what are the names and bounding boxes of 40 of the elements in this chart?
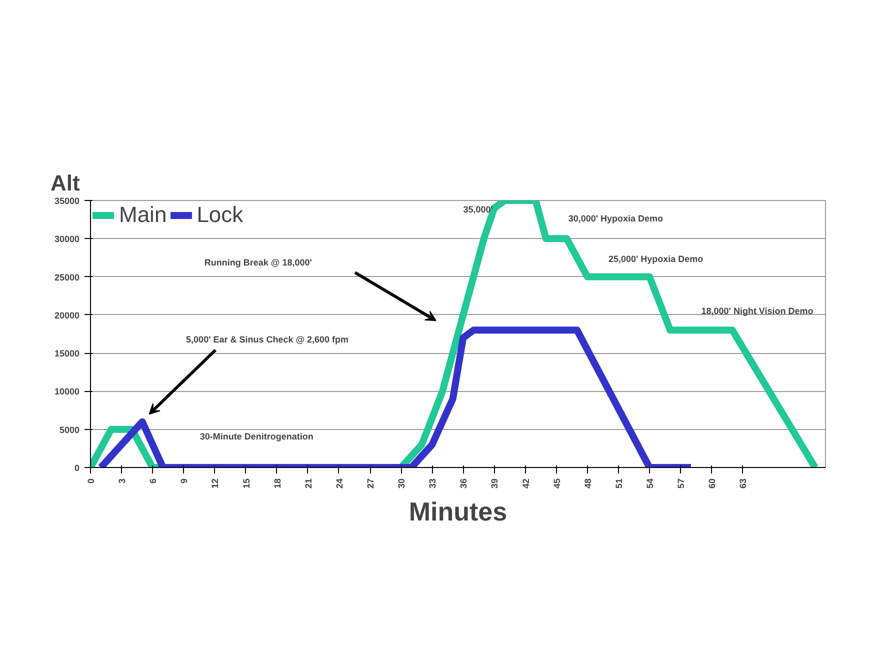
y-tick-label: 35000 <box>54 196 80 206</box>
x-tick-label: 45 <box>552 478 562 489</box>
x-tick-label: 6 <box>148 478 158 484</box>
annotation: 18,000' Night Vision Demo <box>701 306 814 316</box>
x-tick-label: 30 <box>396 478 407 489</box>
x-tick-label: 63 <box>738 478 748 489</box>
x-tick-label: 21 <box>303 478 314 489</box>
x-tick-label: 0 <box>86 478 96 484</box>
x-tick-label: 33 <box>428 478 438 489</box>
x-tick-label: 12 <box>210 478 220 489</box>
x-tick-label: 18 <box>272 478 282 489</box>
x-tick-label: 42 <box>520 478 531 489</box>
legend-label: Lock <box>196 202 244 228</box>
x-tick-label: 39 <box>490 478 500 489</box>
x-tick-label: 9 <box>179 478 190 484</box>
x-tick-label: 15 <box>241 478 252 489</box>
x-axis-title: Minutes <box>408 496 508 527</box>
y-tick-label: 10000 <box>54 386 80 397</box>
annotation: Running Break @ 18,000' <box>204 257 312 268</box>
annotation: 5,000' Ear & Sinus Check @ 2,600 fpm <box>186 334 349 345</box>
y-axis-title: Alt <box>50 170 80 196</box>
y-tick-label: 20000 <box>54 310 80 320</box>
annotation: 30-Minute Denitrogenation <box>200 432 314 442</box>
x-tick-label: 24 <box>334 478 344 489</box>
annotation: 25,000' Hypoxia Demo <box>608 254 704 264</box>
x-tick-label: 60 <box>707 478 718 489</box>
x-tick-label: 3 <box>117 478 128 484</box>
y-tick-label: 25000 <box>54 272 80 282</box>
y-tick-label: 0 <box>74 463 80 473</box>
x-tick-label: 48 <box>582 478 593 489</box>
x-tick-label: 57 <box>676 478 686 489</box>
y-tick-label: 30000 <box>54 234 80 244</box>
x-tick-label: 36 <box>458 478 469 489</box>
x-tick-label: 27 <box>366 478 376 489</box>
annotation: 30,000' Hypoxia Demo <box>568 214 664 224</box>
y-tick-label: 15000 <box>54 348 80 359</box>
x-tick-label: 51 <box>614 478 624 489</box>
legend-label: Main <box>119 202 167 228</box>
x-tick-label: 54 <box>645 478 656 489</box>
y-tick-label: 5000 <box>59 424 80 435</box>
